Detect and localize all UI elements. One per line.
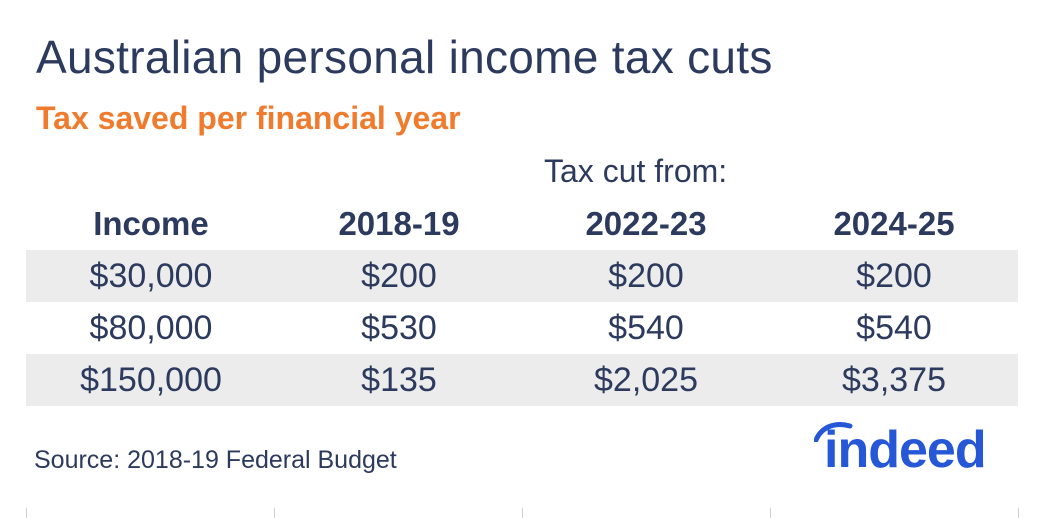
column-header-2018-19: 2018-19 [338,205,460,242]
baseline-tick [274,508,275,518]
value-cell: $3,375 [842,360,946,399]
column-header-2022-23: 2022-23 [585,205,707,242]
value-cell: $2,025 [594,360,698,399]
column-header-income: Income [93,205,209,242]
table-row: $150,000 $135 $2,025 $3,375 [26,354,1018,406]
tax-cut-table: Income 2018-19 2022-23 2024-25 $30,000 $… [26,198,1018,406]
table-row: $30,000 $200 $200 $200 [26,250,1018,302]
value-cell: $530 [361,308,437,347]
chart-title: Australian personal income tax cuts [36,31,773,83]
value-cell: $540 [608,308,684,347]
table-row: $80,000 $530 $540 $540 [26,302,1018,354]
value-cell: $200 [856,256,932,295]
chart-subtitle: Tax saved per financial year [36,100,461,136]
value-cell: $200 [361,256,437,295]
column-group-label: Tax cut from: [544,153,728,189]
baseline-tick [770,508,771,518]
logo-wordmark: indeed [824,421,987,479]
column-header-2024-25: 2024-25 [833,205,955,242]
income-cell: $30,000 [89,256,213,295]
source-note: Source: 2018-19 Federal Budget [34,446,397,474]
income-cell: $150,000 [80,360,222,399]
indeed-logo: indeed [810,420,1022,480]
baseline-tick [26,508,27,518]
value-cell: $200 [608,256,684,295]
baseline-tick [1018,508,1019,518]
table-header-row: Income 2018-19 2022-23 2024-25 [26,198,1018,250]
income-cell: $80,000 [89,308,213,347]
logo-arc-icon [814,422,853,442]
value-cell: $540 [856,308,932,347]
baseline-tick [522,508,523,518]
value-cell: $135 [361,360,437,399]
